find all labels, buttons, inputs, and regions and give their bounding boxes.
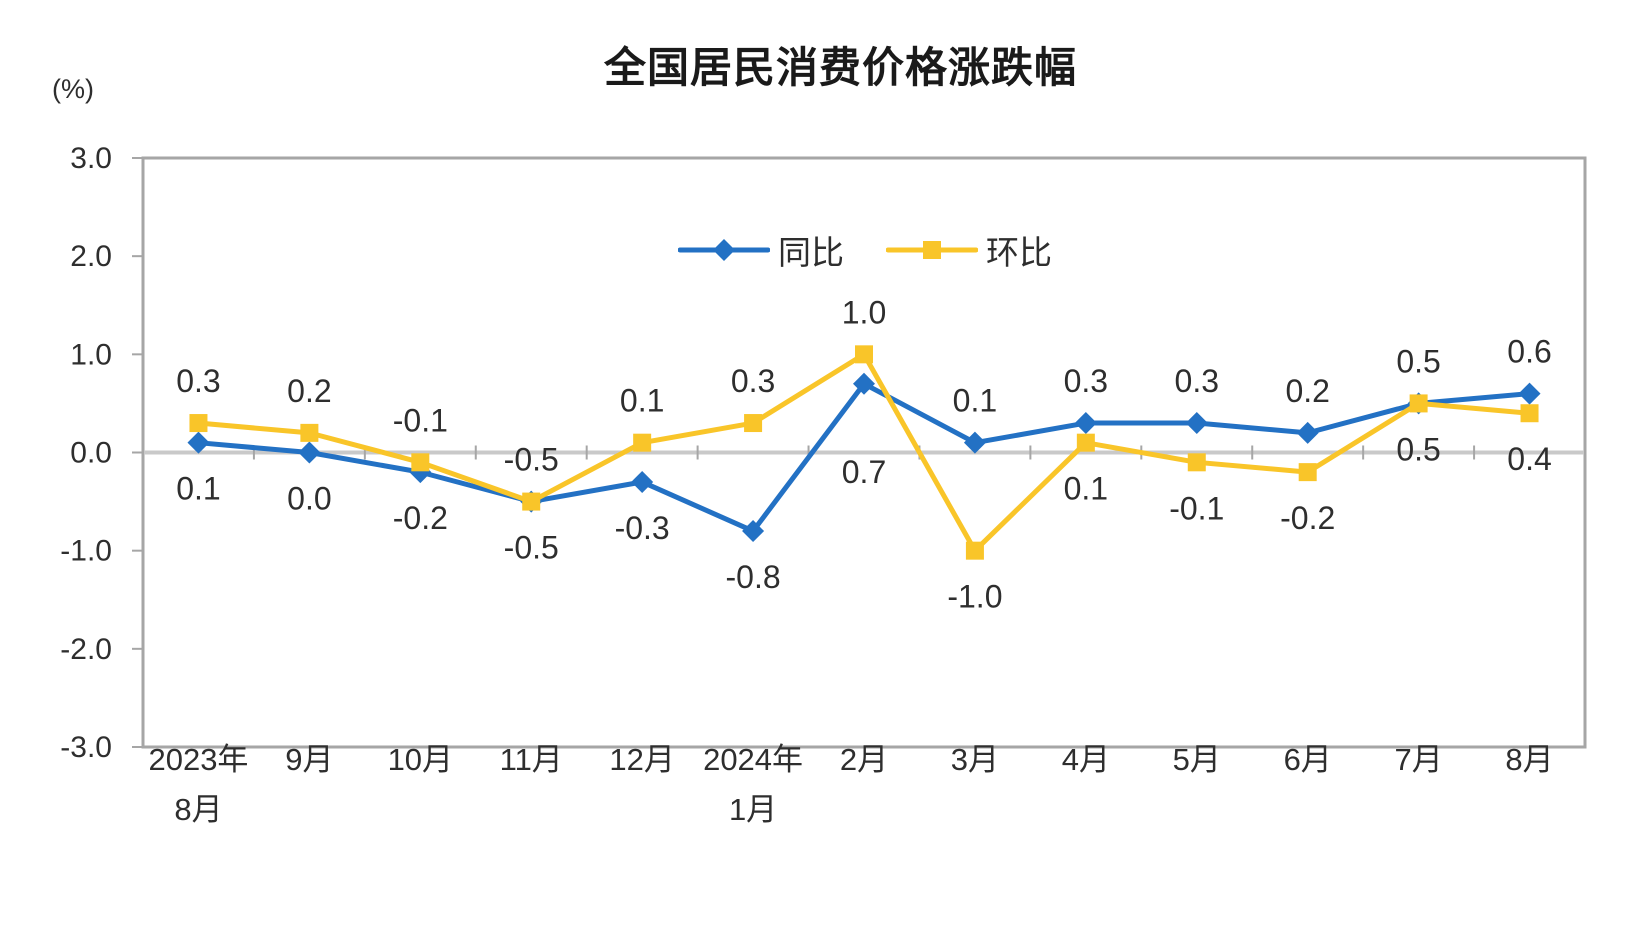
marker-mom-7 xyxy=(965,541,984,560)
marker-mom-6 xyxy=(855,345,873,364)
x-category-label-10: 6月 xyxy=(1284,742,1332,777)
data-label-yoy-12: 0.6 xyxy=(1507,334,1551,370)
x-category-label-12: 8月 xyxy=(1505,742,1553,777)
x-category-label-1: 9月 xyxy=(285,742,333,777)
data-label-yoy-0: 0.1 xyxy=(176,471,220,507)
marker-mom-8 xyxy=(1076,433,1095,452)
marker-yoy-4 xyxy=(631,470,654,493)
data-label-yoy-3: -0.5 xyxy=(504,530,559,566)
marker-mom-12 xyxy=(1520,404,1539,423)
legend-label-yoy: 同比 xyxy=(778,234,844,271)
x-category-label-2: 10月 xyxy=(388,742,453,777)
data-label-yoy-7: 0.1 xyxy=(953,383,997,419)
marker-yoy-5 xyxy=(742,520,765,543)
legend-item-mom: 环比 xyxy=(886,226,1052,274)
x-category-label-5: 2024年 1月 xyxy=(703,742,803,827)
data-label-mom-4: 0.1 xyxy=(620,383,664,419)
marker-mom-11 xyxy=(1409,394,1428,413)
data-label-mom-9: -0.1 xyxy=(1169,490,1224,526)
data-label-mom-1: 0.2 xyxy=(287,373,331,409)
y-axis-tick-label: 0.0 xyxy=(70,437,112,470)
x-category-label-9: 5月 xyxy=(1173,742,1221,777)
marker-mom-5 xyxy=(744,414,763,433)
chart-legend: 同比 环比 xyxy=(678,226,1052,274)
marker-yoy-7 xyxy=(963,431,986,454)
legend-marker-yoy xyxy=(713,239,735,261)
y-axis-unit-label: (%) xyxy=(52,74,94,104)
marker-mom-4 xyxy=(633,433,652,452)
marker-mom-1 xyxy=(300,423,319,442)
chart-title: 全国居民消费价格涨跌幅 xyxy=(603,44,1077,91)
y-axis-tick-label: 2.0 xyxy=(70,240,112,273)
legend-marker-mom xyxy=(923,241,941,259)
y-axis-tick-label: 3.0 xyxy=(70,142,112,175)
marker-mom-10 xyxy=(1298,463,1317,482)
marker-yoy-6 xyxy=(853,372,875,395)
data-label-mom-6: 1.0 xyxy=(842,294,886,330)
y-axis-tick-label: 1.0 xyxy=(70,338,112,371)
marker-yoy-8 xyxy=(1074,412,1097,435)
data-label-yoy-11: 0.5 xyxy=(1396,343,1440,379)
marker-mom-9 xyxy=(1187,453,1206,472)
data-label-yoy-8: 0.3 xyxy=(1064,363,1108,399)
data-label-yoy-5: -0.8 xyxy=(726,559,781,595)
y-axis-tick-label: -1.0 xyxy=(60,535,112,568)
marker-yoy-1 xyxy=(298,441,321,464)
data-label-mom-3: -0.5 xyxy=(504,442,559,478)
marker-yoy-9 xyxy=(1185,412,1208,435)
data-label-mom-8: 0.1 xyxy=(1064,471,1108,507)
data-label-mom-12: 0.4 xyxy=(1507,441,1551,477)
marker-yoy-12 xyxy=(1518,382,1541,405)
yoy-line-diamond-icon xyxy=(678,236,770,264)
y-axis-tick-label: -2.0 xyxy=(60,633,112,666)
data-label-mom-2: -0.1 xyxy=(393,402,448,438)
data-label-yoy-10: 0.2 xyxy=(1285,373,1329,409)
y-axis-tick-label: -3.0 xyxy=(60,731,112,764)
data-label-yoy-2: -0.2 xyxy=(393,500,448,536)
marker-yoy-10 xyxy=(1296,421,1319,444)
x-category-label-7: 3月 xyxy=(951,742,999,777)
data-label-mom-5: 0.3 xyxy=(731,363,775,399)
legend-item-yoy: 同比 xyxy=(678,226,844,274)
data-label-mom-11: 0.5 xyxy=(1396,431,1440,467)
data-label-yoy-4: -0.3 xyxy=(615,510,670,546)
x-category-label-8: 4月 xyxy=(1062,742,1110,777)
marker-mom-3 xyxy=(522,492,541,511)
x-category-label-6: 2月 xyxy=(840,742,888,777)
legend-label-mom: 环比 xyxy=(986,234,1052,271)
mom-line-square-icon xyxy=(886,236,978,264)
data-label-yoy-1: 0.0 xyxy=(287,481,331,517)
marker-yoy-0 xyxy=(187,431,210,454)
marker-mom-0 xyxy=(189,414,208,433)
data-label-mom-0: 0.3 xyxy=(176,363,220,399)
x-category-label-4: 12月 xyxy=(609,742,674,777)
data-label-yoy-6: 0.7 xyxy=(842,454,886,490)
data-label-yoy-9: 0.3 xyxy=(1175,363,1219,399)
x-category-label-0: 2023年 8月 xyxy=(148,742,248,827)
x-category-label-11: 7月 xyxy=(1394,742,1442,777)
x-category-label-3: 11月 xyxy=(500,742,563,777)
data-label-mom-10: -0.2 xyxy=(1280,500,1335,536)
data-label-mom-7: -1.0 xyxy=(947,579,1002,615)
marker-mom-2 xyxy=(411,453,430,472)
